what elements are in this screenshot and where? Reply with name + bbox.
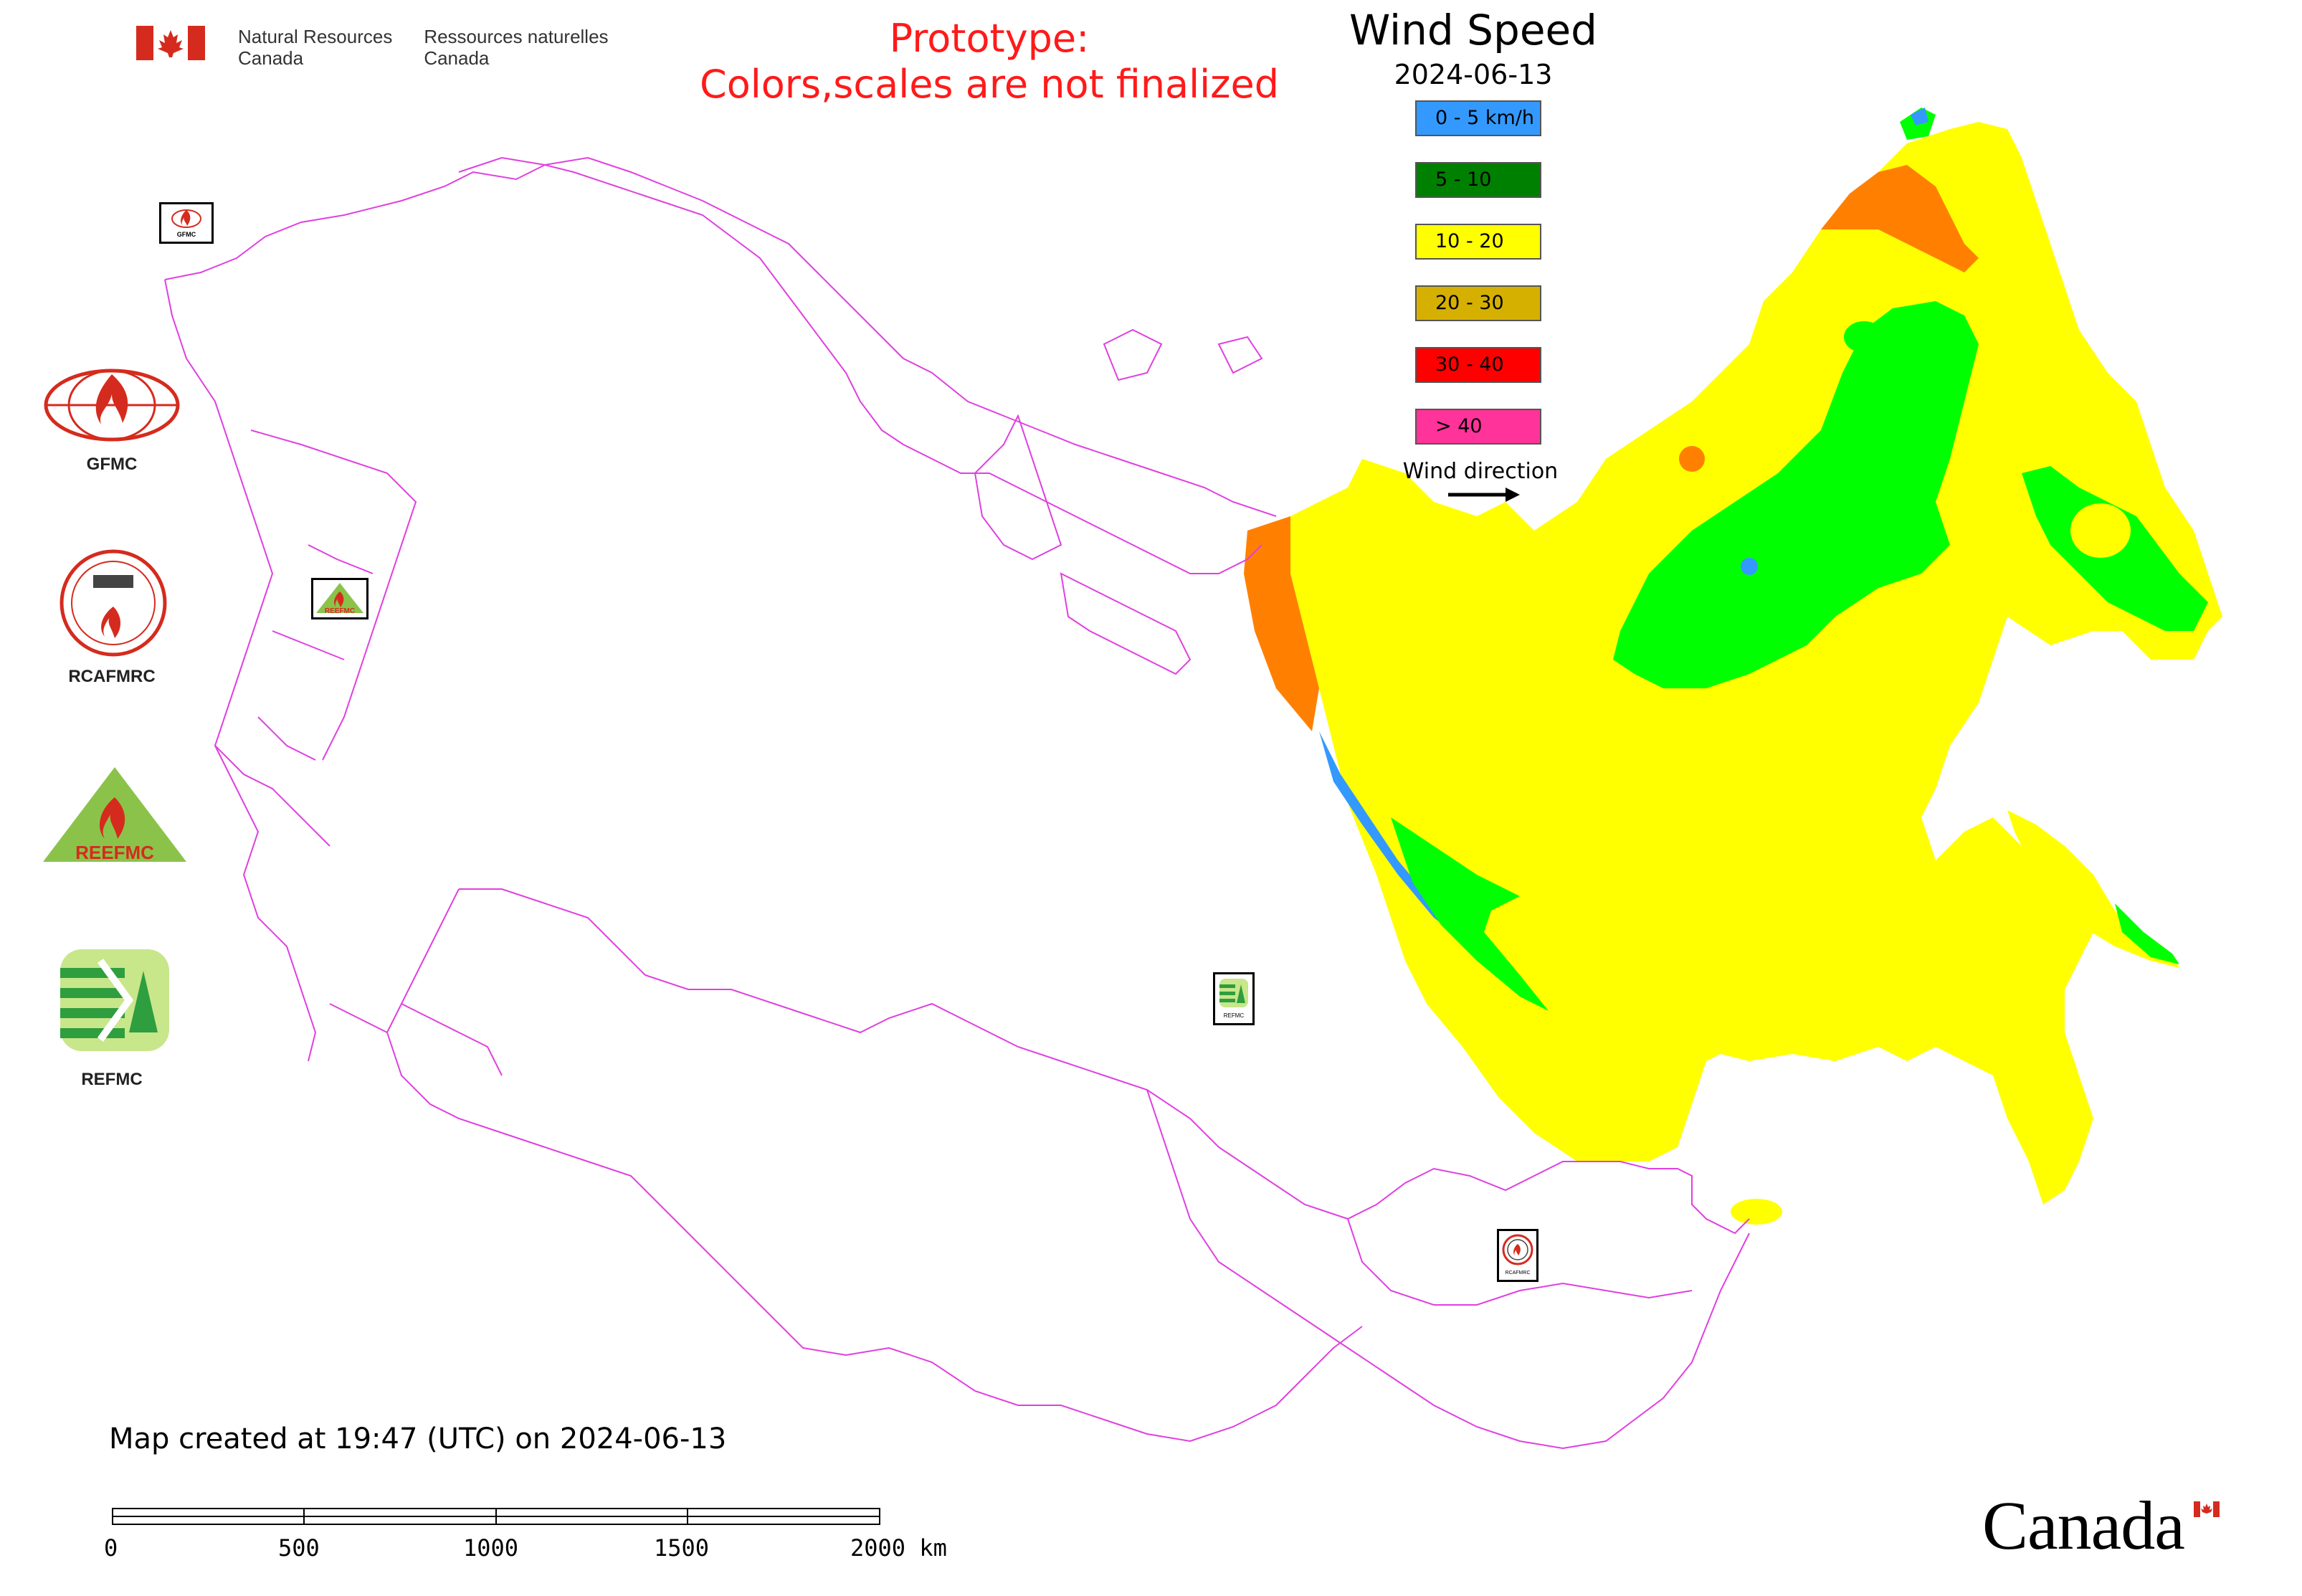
prototype-line2: Colors,scales are not finalized [700, 62, 1279, 107]
europe-inner-boundaries [214, 429, 417, 1062]
mongolia-boundary [1146, 1089, 1750, 1450]
reefmc-wordmark: REEFMC [75, 842, 154, 863]
scale-bar [112, 1508, 880, 1525]
reefmc-logo-icon: REEFMC [37, 761, 192, 873]
wind-direction-label: Wind direction [1402, 459, 1559, 484]
canada-wordmark-flag-icon [2194, 1501, 2220, 1521]
wind-speed-overlay [1244, 108, 2222, 1225]
legend-item-gale: > 40 [1415, 409, 1541, 445]
wind-zone-island-south [1731, 1199, 1782, 1225]
legend-item-light: 5 - 10 [1415, 162, 1541, 198]
scale-label-500: 500 [278, 1534, 320, 1562]
legend-title: Wind Speed [1349, 6, 1598, 54]
canada-wordmark: Canada [1982, 1487, 2185, 1564]
map-created-text: Map created at 19:47 (UTC) on 2024-06-13 [109, 1422, 727, 1455]
gfmc-logo-icon [40, 366, 184, 462]
refmc-label: REFMC [81, 1070, 143, 1089]
wind-direction-arrow [1448, 488, 1520, 502]
wind-zone-light-southwest [1391, 817, 1549, 1011]
wind-zone-sakhalin [2007, 810, 2179, 968]
prototype-line1: Prototype: [889, 16, 1090, 61]
wind-zone-calm-northtip [1911, 108, 1928, 125]
svg-text:RCAFMRC: RCAFMRC [1506, 1270, 1531, 1276]
org-name-fr: Ressources naturelles Canada [424, 26, 609, 69]
country-boundaries [164, 156, 1750, 1450]
rcafmrc-label: RCAFMRC [68, 667, 156, 686]
canada-flag-icon [136, 26, 205, 60]
wind-zone-calm-spot [1741, 558, 1758, 575]
nrcan-signature: Natural Resources Canada Ressources natu… [136, 26, 609, 69]
wind-zone-kamchatka-inner [2070, 503, 2131, 558]
gfmc-label: GFMC [86, 455, 138, 474]
rcafmrc-logo-icon [57, 549, 169, 660]
scandinavia-boundary [164, 279, 330, 847]
europe-russia-boundary [164, 163, 1262, 574]
wind-zone-light-central [1613, 301, 1979, 688]
china-north-boundary [1347, 1218, 1693, 1306]
wind-zone-sakhalin-green [2115, 903, 2179, 964]
wind-zone-fresh-west [1244, 516, 1319, 731]
svg-text:REEFMC: REEFMC [325, 607, 355, 615]
svg-text:GFMC: GFMC [177, 231, 196, 238]
refmc-marker-icon: REFMC [1213, 972, 1255, 1025]
reefmc-marker-icon: REEFMC [311, 578, 368, 619]
caucasus-boundary [329, 1003, 503, 1076]
russia-arctic-coast [458, 156, 1277, 517]
legend-item-fresh: 20 - 30 [1415, 285, 1541, 321]
prototype-notice: Prototype: Colors,scales are not finaliz… [631, 16, 1348, 108]
kazakhstan-south-boundary [386, 888, 1363, 1443]
central-asia-boundary [459, 888, 1750, 1235]
rcafmrc-marker-icon: RCAFMRC [1497, 1229, 1538, 1282]
wind-zone-light-north [1844, 321, 1884, 353]
legend-item-moderate: 10 - 20 [1415, 224, 1541, 260]
scale-label-1500: 1500 [654, 1534, 710, 1562]
wind-zone-fresh-north [1821, 165, 1979, 272]
scale-label-2000: 2000 km [850, 1534, 947, 1562]
gfmc-marker-icon: GFMC [159, 202, 214, 244]
scale-label-0: 0 [104, 1534, 118, 1562]
wind-zone-orange-spot [1679, 446, 1705, 472]
org-name-en: Natural Resources Canada [238, 26, 393, 69]
refmc-logo-icon [57, 946, 172, 1058]
svg-text:REFMC: REFMC [1224, 1012, 1245, 1019]
legend-date: 2024-06-13 [1394, 59, 1553, 90]
scale-label-1000: 1000 [463, 1534, 519, 1562]
legend-item-strong: 30 - 40 [1415, 347, 1541, 383]
northern-islands [974, 328, 1263, 675]
legend-item-calm: 0 - 5 km/h [1415, 100, 1541, 136]
